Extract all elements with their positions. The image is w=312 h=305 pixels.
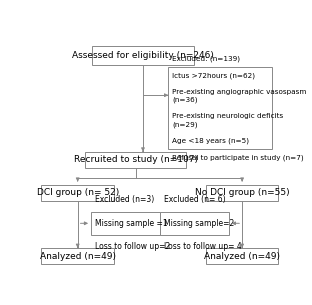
- FancyBboxPatch shape: [41, 185, 114, 201]
- Text: Excluded (n= 6)

Missing sample=2

Loss to follow up= 4: Excluded (n= 6) Missing sample=2 Loss to…: [163, 195, 241, 251]
- Text: Excluded (n=3)

Missing sample =1

Loss to follow up=2: Excluded (n=3) Missing sample =1 Loss to…: [95, 195, 170, 251]
- Text: Analyzed (n=49): Analyzed (n=49): [40, 252, 116, 261]
- Text: DCI group (n= 52): DCI group (n= 52): [37, 188, 119, 197]
- Text: Excluded: (n=139)

Ictus >72hours (n=62)

Pre-existing angiographic vasospasm
(n: Excluded: (n=139) Ictus >72hours (n=62) …: [172, 56, 306, 161]
- Text: Analyzed (n=49): Analyzed (n=49): [204, 252, 280, 261]
- FancyBboxPatch shape: [92, 46, 194, 65]
- FancyBboxPatch shape: [206, 185, 278, 201]
- FancyBboxPatch shape: [168, 67, 272, 149]
- FancyBboxPatch shape: [91, 212, 160, 235]
- Text: No DCI group (n=55): No DCI group (n=55): [195, 188, 290, 197]
- FancyBboxPatch shape: [85, 152, 187, 168]
- FancyBboxPatch shape: [206, 248, 278, 264]
- FancyBboxPatch shape: [160, 212, 229, 235]
- FancyBboxPatch shape: [41, 248, 114, 264]
- Text: Assessed for eligibility (n=246): Assessed for eligibility (n=246): [72, 51, 214, 60]
- Text: Recruited to study (n=107): Recruited to study (n=107): [74, 155, 198, 164]
